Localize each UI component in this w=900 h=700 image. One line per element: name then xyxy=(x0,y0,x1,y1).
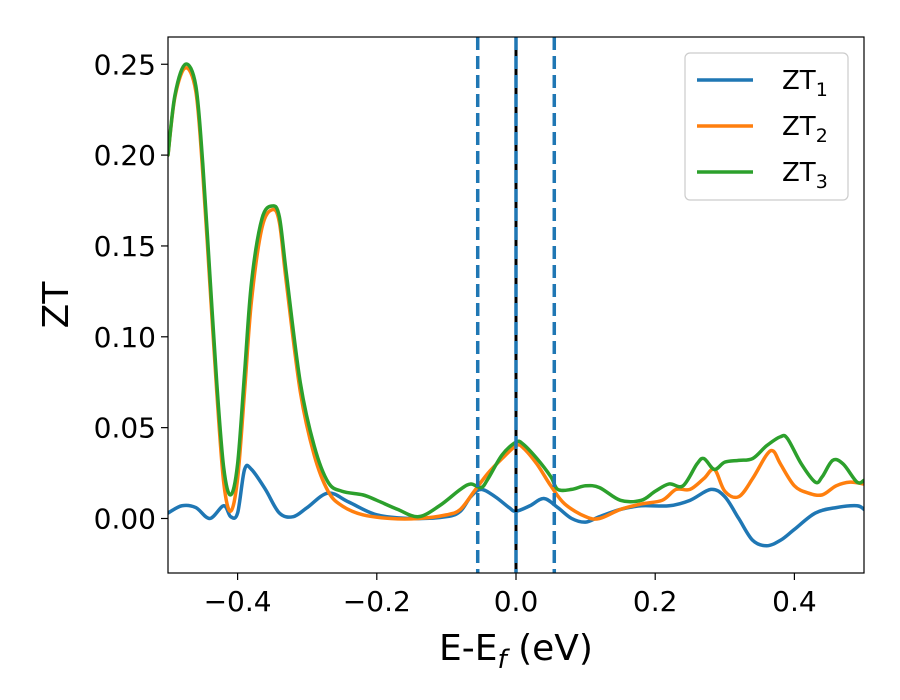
x-axis-title-unit: (eV) xyxy=(507,628,593,669)
x-tick-label: 0.2 xyxy=(633,585,678,618)
x-axis-title-main: E-E xyxy=(439,628,497,669)
series-line-3 xyxy=(168,62,864,519)
x-tick-label: −0.2 xyxy=(343,585,411,618)
x-tick-label: 0.4 xyxy=(772,585,817,618)
series-group xyxy=(168,62,864,548)
y-axis-title: ZT xyxy=(36,281,77,329)
y-tick-label: 0.10 xyxy=(94,321,156,354)
series-line-1 xyxy=(168,463,864,548)
legend: ZT1 ZT2 ZT3 xyxy=(684,52,849,201)
y-tick-label: 0.00 xyxy=(94,502,156,535)
y-tick-label: 0.25 xyxy=(94,48,156,81)
x-axis: −0.4 −0.2 0.0 0.2 0.4 xyxy=(204,573,817,618)
series-line-2 xyxy=(168,66,864,521)
y-tick-label: 0.05 xyxy=(94,412,156,445)
x-tick-label: 0.0 xyxy=(494,585,539,618)
legend-label-3: ZT3 xyxy=(782,158,828,193)
x-tick-label: −0.4 xyxy=(204,585,272,618)
legend-label-2: ZT2 xyxy=(782,112,828,147)
reference-lines xyxy=(475,37,557,573)
x-axis-title: E-Ef (eV) xyxy=(439,628,593,675)
y-tick-label: 0.20 xyxy=(94,139,156,172)
legend-label-1: ZT1 xyxy=(782,66,828,101)
y-axis: 0.00 0.05 0.10 0.15 0.20 0.25 xyxy=(94,48,168,535)
y-tick-label: 0.15 xyxy=(94,230,156,263)
legend-box xyxy=(684,52,849,201)
